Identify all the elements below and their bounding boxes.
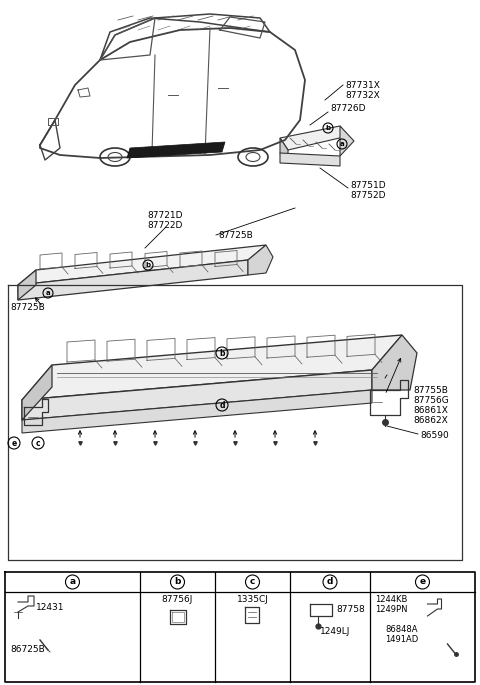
Text: d: d	[327, 577, 333, 586]
Text: c: c	[250, 577, 255, 586]
Polygon shape	[280, 126, 348, 150]
Text: a: a	[46, 290, 50, 296]
Text: 86590: 86590	[420, 430, 449, 440]
Text: b: b	[219, 349, 225, 358]
Text: 1249LJ: 1249LJ	[320, 627, 350, 636]
Text: 87758: 87758	[336, 604, 365, 614]
Text: 86725B: 86725B	[10, 645, 45, 654]
Text: 87731X: 87731X	[345, 81, 380, 90]
Text: a: a	[340, 141, 344, 147]
Text: 87756G: 87756G	[413, 395, 449, 405]
Text: 87732X: 87732X	[345, 90, 380, 99]
Text: 87756J: 87756J	[162, 595, 193, 604]
Text: 87755B: 87755B	[413, 386, 448, 395]
Text: 1491AD: 1491AD	[385, 634, 418, 643]
Polygon shape	[280, 153, 340, 166]
Polygon shape	[280, 138, 288, 163]
Text: 87721D: 87721D	[147, 210, 183, 219]
Polygon shape	[22, 370, 372, 420]
Polygon shape	[18, 270, 36, 300]
Polygon shape	[248, 245, 273, 275]
Text: 87725B: 87725B	[10, 303, 45, 312]
Text: 1249PN: 1249PN	[375, 604, 408, 614]
Polygon shape	[340, 126, 354, 156]
Text: e: e	[12, 438, 17, 447]
Text: 1335CJ: 1335CJ	[237, 595, 268, 604]
Polygon shape	[127, 142, 225, 158]
Text: a: a	[70, 577, 75, 586]
Text: d: d	[219, 401, 225, 410]
Polygon shape	[18, 245, 266, 285]
Text: b: b	[325, 125, 331, 131]
Text: 1244KB: 1244KB	[375, 595, 408, 604]
Polygon shape	[22, 390, 372, 433]
Polygon shape	[22, 335, 402, 400]
Polygon shape	[18, 260, 248, 300]
Text: 87751D: 87751D	[350, 181, 385, 190]
Text: 87726D: 87726D	[330, 103, 365, 112]
Text: b: b	[174, 577, 180, 586]
Text: 86848A: 86848A	[385, 625, 418, 634]
Text: 87725B: 87725B	[218, 230, 253, 240]
Text: 12431: 12431	[36, 603, 64, 612]
Text: e: e	[420, 577, 426, 586]
Text: b: b	[145, 262, 151, 268]
Text: 87752D: 87752D	[350, 190, 385, 199]
Polygon shape	[22, 365, 52, 420]
Text: 86861X: 86861X	[413, 406, 448, 414]
Polygon shape	[372, 335, 417, 390]
Text: 86862X: 86862X	[413, 416, 448, 425]
Text: c: c	[36, 438, 40, 447]
Text: 87722D: 87722D	[147, 221, 183, 229]
